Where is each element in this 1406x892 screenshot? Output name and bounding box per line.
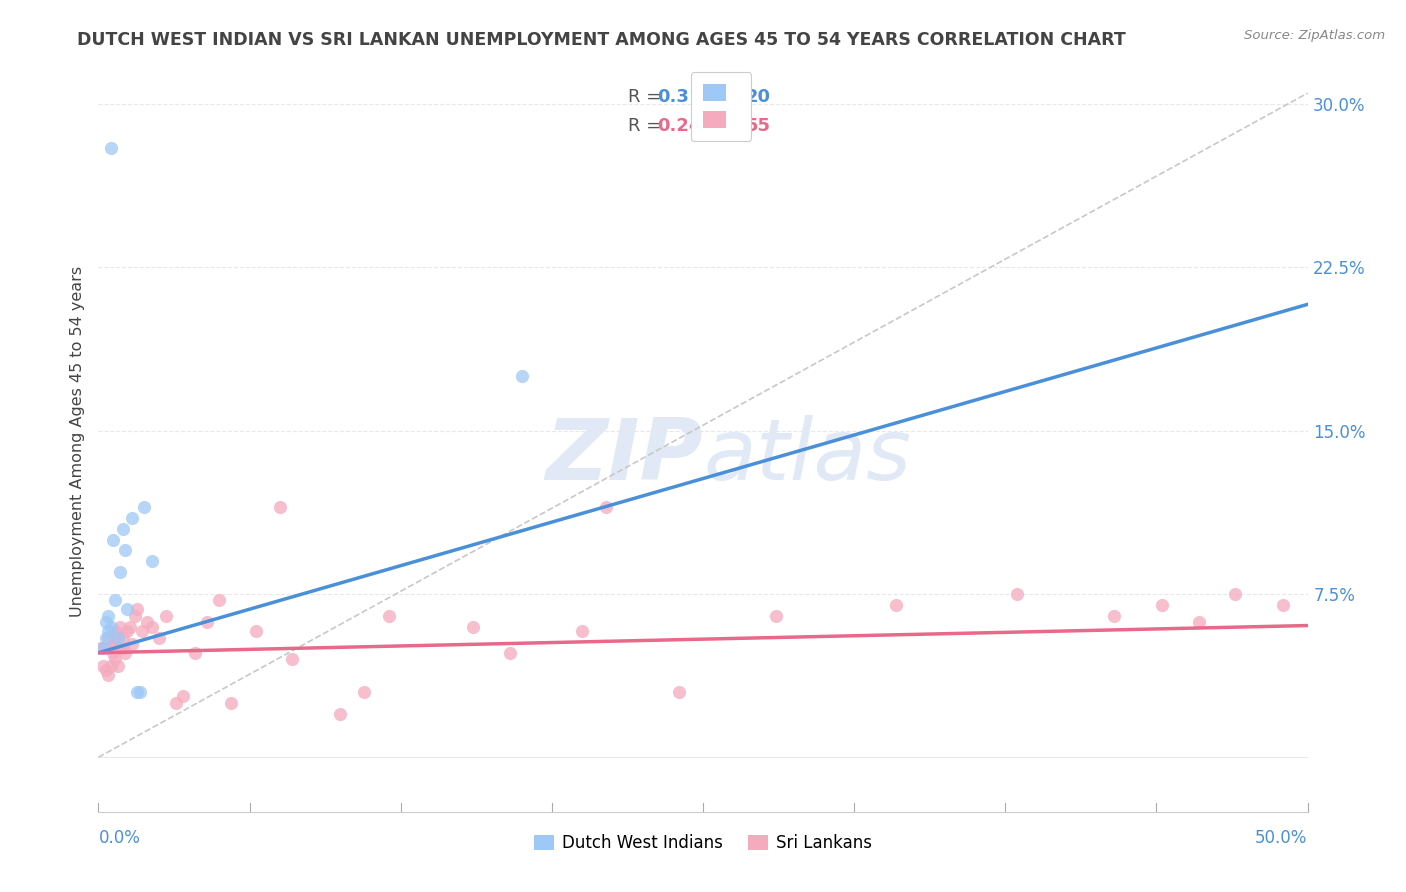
Point bbox=[97, 608, 120, 623]
Point bbox=[100, 641, 122, 656]
Point bbox=[114, 543, 136, 558]
Point bbox=[111, 631, 134, 645]
Text: R =: R = bbox=[628, 88, 666, 106]
Point bbox=[353, 685, 375, 699]
Point bbox=[100, 140, 122, 154]
Point bbox=[108, 641, 131, 656]
Point bbox=[148, 631, 170, 645]
Point bbox=[117, 624, 139, 638]
Point bbox=[269, 500, 291, 514]
Point bbox=[1188, 615, 1211, 630]
Text: 55: 55 bbox=[745, 117, 770, 135]
Point bbox=[498, 646, 520, 660]
Point bbox=[1102, 608, 1125, 623]
Text: 0.240: 0.240 bbox=[657, 117, 714, 135]
Point bbox=[101, 637, 124, 651]
Text: ZIP: ZIP bbox=[546, 415, 703, 498]
Point bbox=[195, 615, 218, 630]
Point bbox=[108, 565, 131, 579]
Point bbox=[141, 619, 163, 633]
Point bbox=[1272, 598, 1295, 612]
Point bbox=[1223, 587, 1246, 601]
Point bbox=[97, 624, 120, 638]
Point bbox=[107, 631, 129, 645]
Point bbox=[886, 598, 908, 612]
Point bbox=[91, 641, 114, 656]
Point bbox=[221, 696, 243, 710]
Point bbox=[184, 646, 207, 660]
Point bbox=[1007, 587, 1029, 601]
Point bbox=[128, 685, 150, 699]
Point bbox=[1152, 598, 1174, 612]
Point bbox=[155, 608, 177, 623]
Point bbox=[329, 706, 352, 721]
Point bbox=[281, 652, 304, 666]
Point bbox=[101, 646, 124, 660]
Point bbox=[90, 641, 112, 656]
Point bbox=[91, 641, 114, 656]
Point bbox=[97, 631, 120, 645]
Point bbox=[118, 619, 141, 633]
Point bbox=[121, 637, 143, 651]
Point bbox=[97, 667, 120, 681]
Text: 50.0%: 50.0% bbox=[1256, 830, 1308, 847]
Point bbox=[100, 658, 122, 673]
Point bbox=[104, 624, 127, 638]
Point bbox=[668, 685, 690, 699]
Point bbox=[463, 619, 485, 633]
Point bbox=[94, 631, 117, 645]
Point bbox=[91, 658, 114, 673]
Point bbox=[571, 624, 593, 638]
Point bbox=[107, 631, 129, 645]
Point bbox=[131, 624, 153, 638]
Point bbox=[135, 615, 157, 630]
Text: DUTCH WEST INDIAN VS SRI LANKAN UNEMPLOYMENT AMONG AGES 45 TO 54 YEARS CORRELATI: DUTCH WEST INDIAN VS SRI LANKAN UNEMPLOY… bbox=[77, 31, 1126, 49]
Point bbox=[107, 658, 129, 673]
Point bbox=[127, 685, 149, 699]
Point bbox=[94, 641, 117, 656]
Point bbox=[104, 652, 127, 666]
Point bbox=[377, 608, 399, 623]
Point bbox=[510, 369, 533, 384]
Text: Source: ZipAtlas.com: Source: ZipAtlas.com bbox=[1244, 29, 1385, 42]
Point bbox=[104, 593, 127, 607]
Point bbox=[108, 619, 131, 633]
Point bbox=[114, 646, 136, 660]
Point bbox=[111, 641, 134, 656]
Point bbox=[101, 533, 124, 547]
Point bbox=[100, 619, 122, 633]
Point bbox=[94, 615, 117, 630]
Point bbox=[765, 608, 787, 623]
Point bbox=[141, 554, 163, 568]
Legend: Dutch West Indians, Sri Lankans: Dutch West Indians, Sri Lankans bbox=[527, 828, 879, 859]
Point bbox=[121, 510, 143, 524]
Point bbox=[127, 602, 149, 616]
Point bbox=[117, 602, 139, 616]
Point bbox=[595, 500, 617, 514]
Text: 20: 20 bbox=[745, 88, 770, 106]
Text: R =: R = bbox=[628, 117, 666, 135]
Text: 0.319: 0.319 bbox=[657, 88, 714, 106]
Text: 0.0%: 0.0% bbox=[98, 830, 141, 847]
Point bbox=[134, 500, 156, 514]
Text: N =: N = bbox=[717, 117, 758, 135]
Y-axis label: Unemployment Among Ages 45 to 54 years: Unemployment Among Ages 45 to 54 years bbox=[69, 266, 84, 617]
Point bbox=[208, 593, 231, 607]
Point bbox=[172, 690, 194, 704]
Text: atlas: atlas bbox=[703, 415, 911, 498]
Point bbox=[124, 608, 146, 623]
Text: N =: N = bbox=[717, 88, 758, 106]
Point bbox=[111, 522, 134, 536]
Point bbox=[94, 663, 117, 677]
Point bbox=[165, 696, 187, 710]
Point bbox=[245, 624, 267, 638]
